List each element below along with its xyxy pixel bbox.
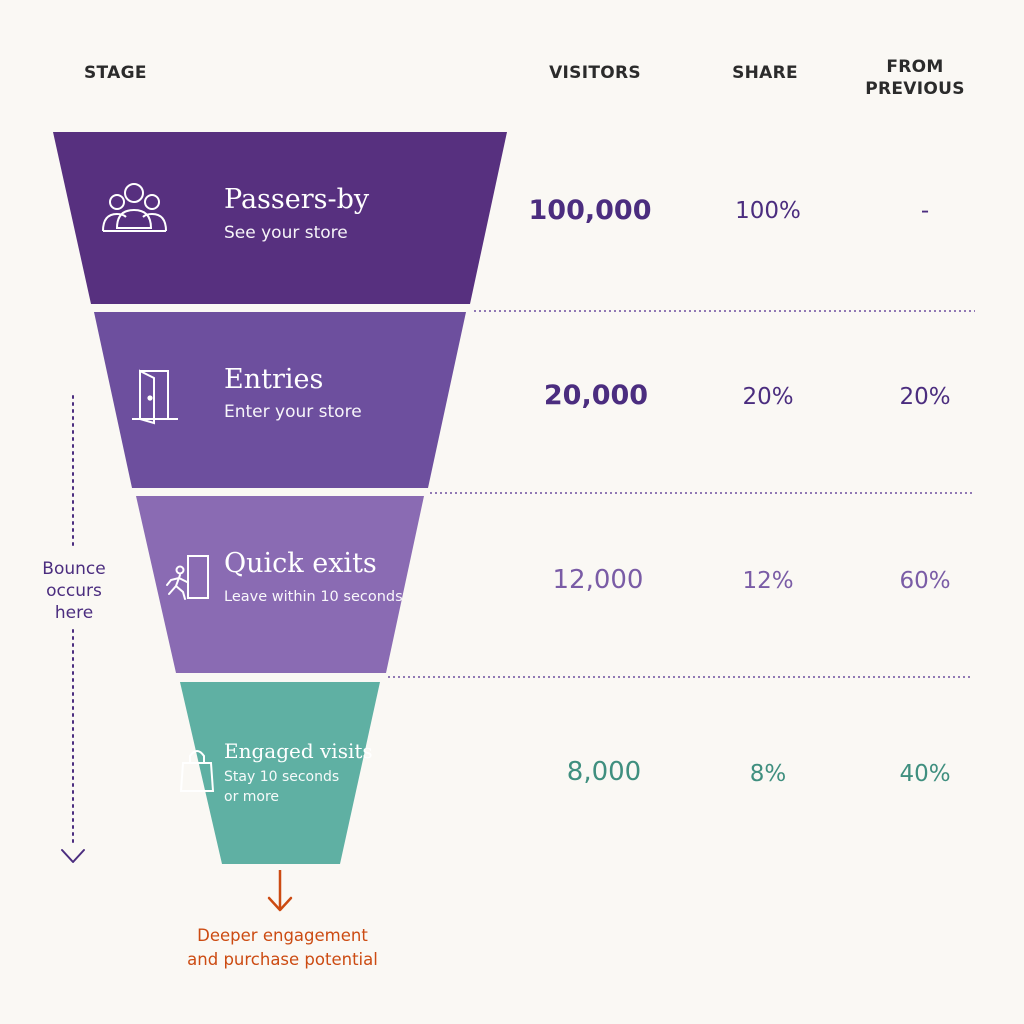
from-previous-value: 60%	[899, 568, 951, 594]
stage-subtitle-passers-by: See your store	[224, 223, 348, 243]
bounce-annotation: Bounce occurs here	[20, 558, 128, 624]
share-value: 20%	[742, 384, 794, 410]
open-door-icon	[132, 369, 178, 425]
bounce-annotation-line1: Bounce	[42, 559, 106, 579]
deeper-engagement-annotation: Deeper engagement and purchase potential	[160, 924, 405, 972]
visitors-column-header: VISITORS	[549, 63, 641, 83]
from-previous-value: 20%	[899, 384, 951, 410]
from-previous-header-line1: FROM	[886, 57, 944, 77]
visitors-value: 100,000	[528, 195, 652, 226]
deeper-arrow-head	[267, 896, 293, 912]
from-previous-value: 40%	[899, 761, 951, 787]
running-exit-icon	[166, 555, 209, 600]
from-previous-column-header: FROM PREVIOUS	[855, 56, 975, 100]
share-value: 12%	[742, 568, 794, 594]
funnel-segment-passers-by	[53, 132, 507, 304]
stage-column-header: STAGE	[84, 63, 147, 83]
stage-subtitle-engaged-visits-line2: or more	[224, 789, 280, 805]
funnel-segment-entries	[94, 312, 466, 488]
stage-name-quick-exits: Quick exits	[224, 548, 377, 579]
stage-name-passers-by: Passers-by	[224, 184, 370, 215]
from-previous-header-line2: PREVIOUS	[865, 79, 965, 99]
share-value: 100%	[735, 198, 801, 224]
funnel-segment-quick-exits	[136, 496, 424, 673]
deeper-annotation-line2: and purchase potential	[187, 950, 378, 969]
bounce-arrow-head	[61, 849, 85, 863]
visitors-value: 12,000	[552, 565, 644, 595]
stage-name-entries: Entries	[224, 364, 324, 395]
bounce-annotation-line3: here	[54, 603, 94, 623]
visitors-value: 20,000	[543, 380, 649, 411]
share-value: 8%	[749, 761, 787, 787]
stage-name-engaged-visits: Engaged visits	[224, 739, 373, 763]
deeper-annotation-line1: Deeper engagement	[197, 926, 368, 945]
funnel-segment-engaged-visits	[180, 682, 380, 864]
people-group-icon	[102, 183, 167, 232]
bounce-annotation-line2: occurs	[46, 581, 102, 601]
stage-subtitle-engaged-visits-line1: Stay 10 seconds	[224, 769, 340, 785]
visitors-value: 8,000	[566, 757, 642, 787]
share-column-header: SHARE	[732, 63, 798, 83]
from-previous-value: -	[920, 198, 930, 224]
stage-subtitle-entries: Enter your store	[224, 402, 362, 422]
stage-subtitle-quick-exits: Leave within 10 seconds	[224, 589, 403, 605]
shopping-bag-icon	[179, 750, 215, 792]
